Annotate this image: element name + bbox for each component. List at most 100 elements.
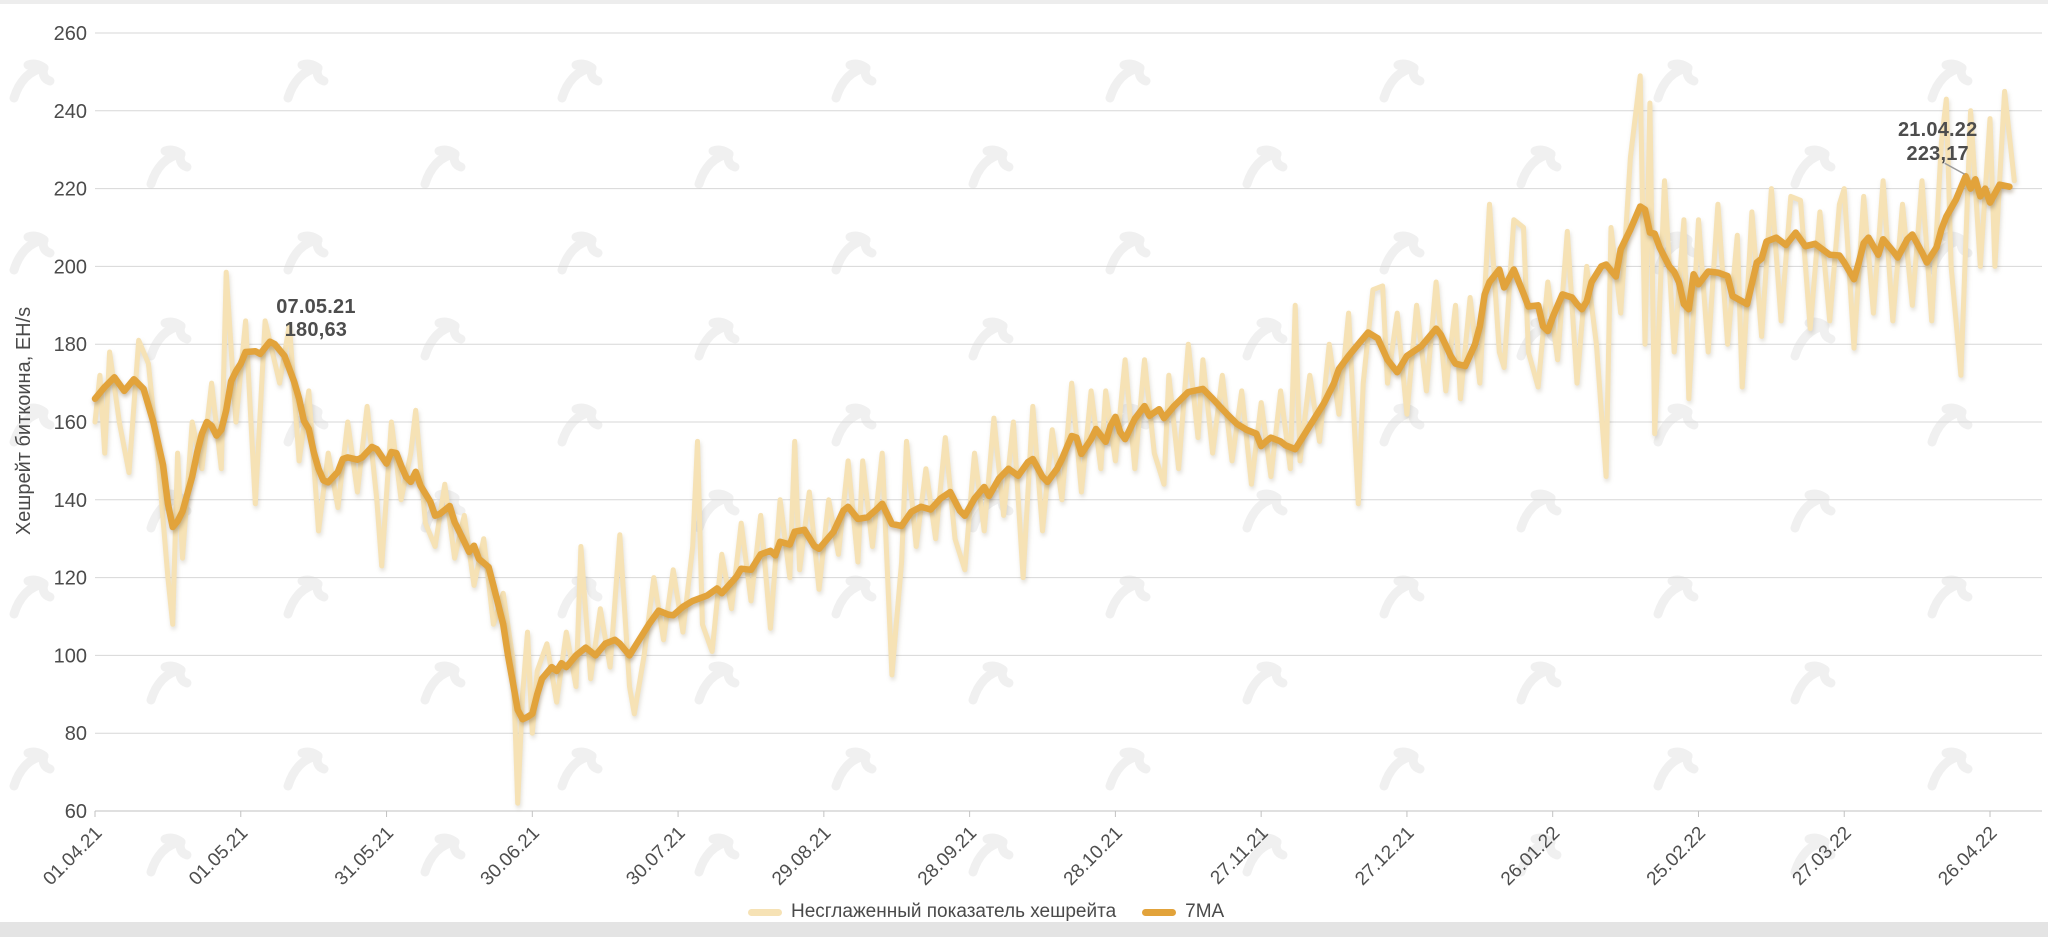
x-tick-label: 25.02.22 bbox=[1643, 823, 1710, 890]
watermark-logo bbox=[1795, 322, 1831, 356]
watermark-logo bbox=[1521, 494, 1557, 528]
watermark-logo bbox=[288, 580, 324, 614]
y-tick-label: 200 bbox=[54, 256, 87, 278]
watermark-logo bbox=[1932, 752, 1968, 786]
watermark-logo bbox=[1384, 580, 1420, 614]
watermark-logo bbox=[1247, 494, 1283, 528]
watermark-logo bbox=[973, 666, 1009, 700]
series-7ma bbox=[91, 173, 2013, 723]
watermark-logo bbox=[562, 752, 598, 786]
x-tick-label: 28.10.21 bbox=[1060, 823, 1127, 890]
y-axis-title: Хешрейт биткоина, EH/s bbox=[13, 306, 35, 536]
watermark-logo bbox=[699, 666, 735, 700]
watermark-logo bbox=[1795, 666, 1831, 700]
annotation-value: 223,17 bbox=[1906, 142, 1969, 165]
annotation-peak-apr-2022: 21.04.22 223,17 bbox=[1898, 119, 1977, 166]
y-tick-label: 180 bbox=[54, 334, 87, 356]
watermark-logo bbox=[562, 64, 598, 98]
watermark-logo bbox=[562, 236, 598, 270]
x-tick-label: 30.06.21 bbox=[477, 823, 544, 890]
watermark-logo bbox=[1247, 150, 1283, 184]
watermark-logo bbox=[973, 322, 1009, 356]
y-tick-label: 140 bbox=[54, 490, 87, 512]
watermark-logo bbox=[1247, 322, 1283, 356]
y-tick-label: 120 bbox=[54, 568, 87, 590]
watermark-logo bbox=[699, 838, 735, 872]
watermark-logo bbox=[836, 752, 872, 786]
x-tick-label: 31.05.21 bbox=[331, 823, 398, 890]
watermark-logo bbox=[836, 408, 872, 442]
watermark-logo bbox=[14, 236, 50, 270]
watermark-logo bbox=[425, 666, 461, 700]
watermark-logo bbox=[1795, 150, 1831, 184]
top-border-strip bbox=[0, 0, 2048, 4]
y-tick-label: 240 bbox=[54, 101, 87, 123]
watermark-logo bbox=[425, 322, 461, 356]
watermark-logo bbox=[973, 150, 1009, 184]
watermark-logo bbox=[1932, 64, 1968, 98]
watermark-logo bbox=[562, 408, 598, 442]
watermark-logo bbox=[699, 322, 735, 356]
watermark-logo bbox=[699, 494, 735, 528]
watermark-logo bbox=[425, 838, 461, 872]
watermark-logo bbox=[836, 580, 872, 614]
watermark-logo bbox=[1384, 236, 1420, 270]
legend-item-7ma[interactable]: 7MA bbox=[1142, 901, 1224, 923]
watermark-logo bbox=[1110, 236, 1146, 270]
x-tick-label: 30.07.21 bbox=[622, 823, 689, 890]
legend-swatch-raw-hashrate bbox=[748, 908, 782, 916]
watermark-logo bbox=[1384, 408, 1420, 442]
watermark-logo bbox=[1384, 752, 1420, 786]
watermark-logo bbox=[151, 838, 187, 872]
annotation-date: 07.05.21 bbox=[276, 295, 356, 318]
watermark-logo bbox=[1110, 64, 1146, 98]
watermark-logo bbox=[151, 666, 187, 700]
watermark-logo bbox=[1658, 64, 1694, 98]
y-tick-label: 260 bbox=[54, 23, 87, 45]
annotation-value: 180,63 bbox=[284, 319, 348, 342]
watermark-logo bbox=[699, 150, 735, 184]
watermark-logo bbox=[1932, 580, 1968, 614]
x-tick-label: 01.05.21 bbox=[185, 823, 252, 890]
legend-swatch-7ma bbox=[1142, 908, 1177, 916]
watermark-logo bbox=[1247, 666, 1283, 700]
watermark-logo bbox=[1110, 752, 1146, 786]
legend-label-raw-hashrate: Несглаженный показатель хешрейта bbox=[791, 901, 1117, 922]
x-tick-label: 26.04.22 bbox=[1934, 823, 2001, 890]
watermark-logo bbox=[1110, 580, 1146, 614]
x-tick-label: 28.09.21 bbox=[914, 823, 981, 890]
watermark-logo bbox=[1521, 150, 1557, 184]
y-tick-label: 100 bbox=[54, 645, 87, 667]
watermark-logo bbox=[1384, 64, 1420, 98]
watermark-logo bbox=[288, 752, 324, 786]
watermark-logo bbox=[14, 580, 50, 614]
watermark-logo bbox=[1658, 408, 1694, 442]
annotation-peak-may-2021: 07.05.21 180,63 bbox=[276, 296, 355, 343]
watermark-logo bbox=[425, 150, 461, 184]
legend-item-raw-hashrate[interactable]: Несглаженный показатель хешрейта bbox=[748, 901, 1116, 923]
y-tick-label: 160 bbox=[54, 412, 87, 434]
watermark-logo bbox=[836, 236, 872, 270]
watermark-logo bbox=[1521, 666, 1557, 700]
watermark-logo bbox=[151, 322, 187, 356]
y-tick-label: 220 bbox=[54, 179, 87, 201]
y-tick-label: 80 bbox=[65, 723, 87, 745]
watermark-logo bbox=[151, 150, 187, 184]
chart-legend: Несглаженный показатель хешрейта 7MA bbox=[748, 901, 1224, 923]
watermark-logo bbox=[288, 236, 324, 270]
bottom-border-strip bbox=[0, 922, 2048, 937]
watermark-logo bbox=[14, 752, 50, 786]
y-tick-label: 60 bbox=[65, 801, 87, 823]
watermark-logo bbox=[1795, 494, 1831, 528]
watermark-logo bbox=[973, 838, 1009, 872]
x-tick-label: 27.12.21 bbox=[1351, 823, 1418, 890]
legend-label-7ma: 7MA bbox=[1185, 901, 1225, 922]
annotation-connector bbox=[1944, 162, 1966, 175]
series-raw-hashrate bbox=[92, 73, 2017, 806]
watermark-logo bbox=[1932, 408, 1968, 442]
watermark-logo bbox=[288, 64, 324, 98]
watermark-logo bbox=[1658, 580, 1694, 614]
watermark-logo bbox=[836, 64, 872, 98]
